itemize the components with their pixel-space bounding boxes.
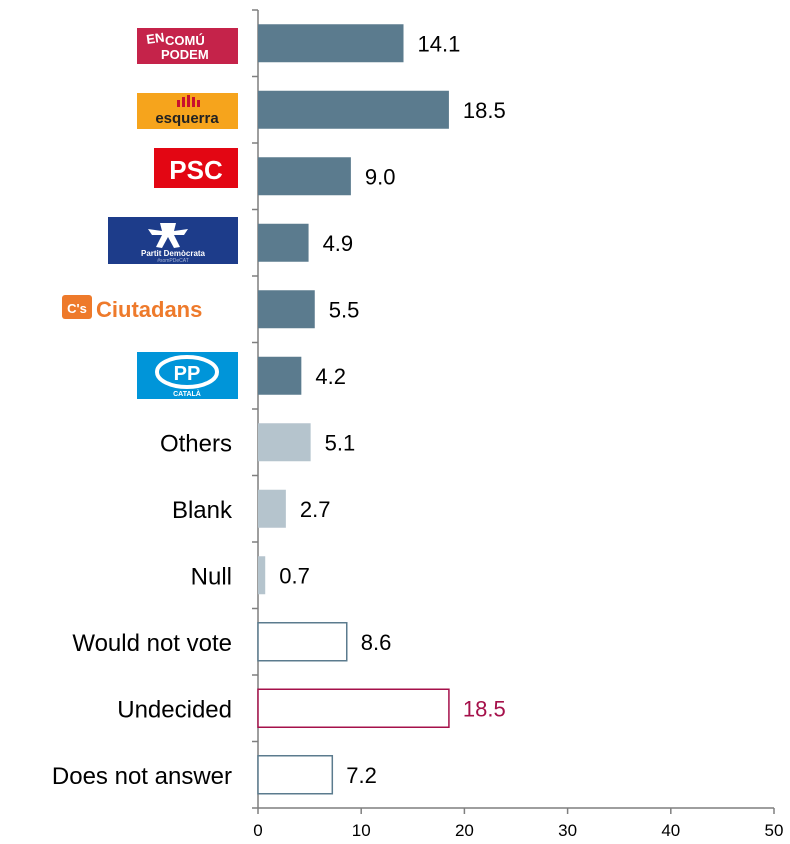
category-label: Undecided [117, 696, 232, 723]
svg-text:C's: C's [67, 301, 87, 316]
svg-text:COMÚ: COMÚ [165, 33, 205, 48]
bar [258, 223, 309, 262]
data-label: 14.1 [418, 31, 461, 56]
data-label: 9.0 [365, 164, 396, 189]
svg-text:Ciutadans: Ciutadans [96, 297, 202, 322]
svg-text:PSC: PSC [169, 155, 223, 185]
svg-text:PP: PP [174, 363, 201, 385]
svg-text:esquerra: esquerra [155, 110, 219, 127]
en-comu-podem-logo: EN COMÚ PODEM [137, 28, 238, 64]
bar [258, 157, 351, 196]
svg-text:Partit Demòcrata: Partit Demòcrata [141, 249, 206, 258]
category-label: Others [160, 430, 232, 457]
ciutadans-logo: C's Ciutadans [62, 295, 202, 322]
data-label: 5.1 [325, 430, 356, 455]
category-label: Blank [172, 497, 233, 524]
data-label: 7.2 [346, 763, 377, 788]
data-label: 2.7 [300, 497, 331, 522]
data-label: 4.9 [323, 231, 354, 256]
svg-text:EN: EN [145, 30, 165, 47]
bar [257, 755, 334, 795]
bar [258, 556, 266, 595]
partit-democrata-logo: Partit Demòcrata #somPDeCAT [108, 217, 238, 264]
bars: 14.1 18.5 9.0 4.9 5.5 4.2 5.1 2.7 0.7 8.6 18.5 7.2 [257, 24, 506, 795]
x-tick-label: 20 [455, 821, 474, 840]
data-label: 18.5 [463, 98, 506, 123]
axes: 0 10 20 30 40 50 [252, 9, 784, 840]
category-label: Null [191, 563, 232, 590]
category-labels: Others Blank Null Would not vote Undecided Do… [52, 430, 233, 790]
data-label: 18.5 [463, 696, 506, 721]
x-tick-label: 40 [661, 821, 680, 840]
bar [258, 489, 286, 528]
data-label: 5.5 [329, 297, 360, 322]
bar [257, 622, 348, 662]
bar [258, 24, 404, 63]
svg-text:PODEM: PODEM [161, 47, 209, 62]
x-tick-label: 30 [558, 821, 577, 840]
bar [258, 423, 311, 462]
data-label: 4.2 [315, 364, 346, 389]
svg-text:#somPDeCAT: #somPDeCAT [157, 258, 189, 264]
x-tick-label: 10 [352, 821, 371, 840]
bar [258, 90, 449, 129]
x-tick-label: 0 [253, 821, 262, 840]
bar [258, 290, 315, 329]
esquerra-logo: esquerra [137, 93, 238, 129]
svg-text:CATALÀ: CATALÀ [173, 389, 201, 398]
psc-logo: PSC [154, 148, 238, 188]
data-label: 8.6 [361, 630, 392, 655]
x-tick-label: 50 [765, 821, 784, 840]
data-label: 0.7 [279, 563, 310, 588]
bar [257, 688, 450, 728]
category-label: Would not vote [72, 630, 232, 657]
pp-catala-logo: PP CATALÀ [137, 352, 238, 399]
bar [258, 356, 302, 395]
category-label: Does not answer [52, 763, 232, 790]
